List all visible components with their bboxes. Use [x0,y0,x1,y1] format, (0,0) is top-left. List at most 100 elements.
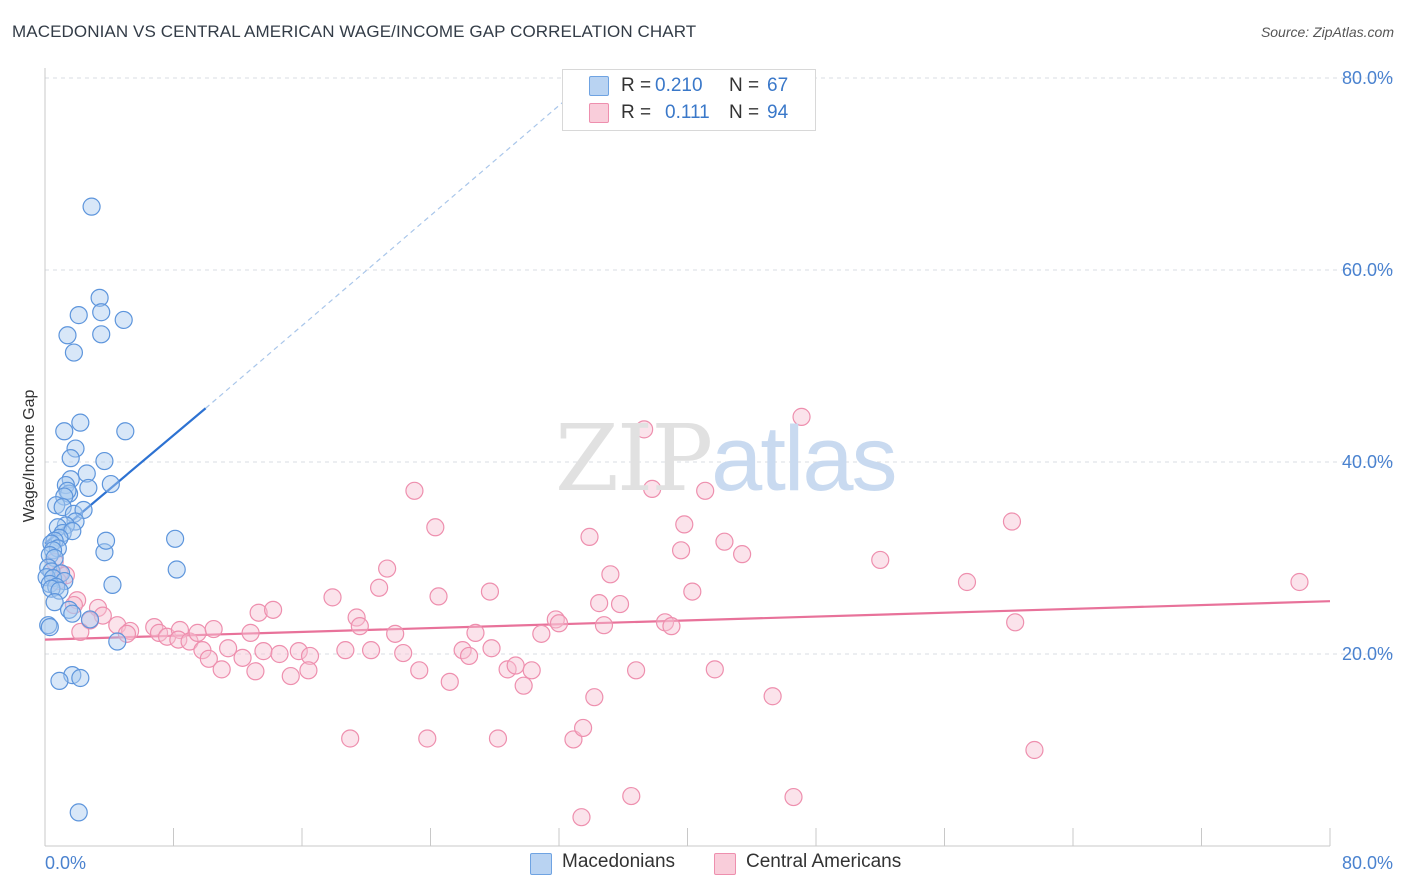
central-americans-point [733,545,752,564]
macedonians-point [167,560,186,579]
central-americans-point [169,630,188,649]
central-americans-trend-line [44,600,1331,641]
x-tick-label: 0.0% [45,853,86,873]
central-americans-point [871,550,890,570]
central-americans-point [662,617,681,636]
macedonians-point [101,474,120,494]
central-americans-point [549,614,569,633]
macedonians-point [58,326,77,345]
legend-n-label: N = [729,102,760,123]
macedonians-point [61,449,80,468]
central-americans-point [590,594,609,613]
legend-n-label: N = [729,75,760,96]
central-americans-point [792,407,811,426]
central-americans-point [506,656,525,675]
central-americans-point [233,648,252,667]
macedonians-point [55,422,74,441]
bottom-legend-macedonians: Macedonians [562,851,676,872]
central-americans-point [204,619,223,639]
macedonians-point [69,306,88,325]
y-tick-label: 40.0% [1342,452,1393,472]
central-americans-point [675,515,694,534]
macedonians-point [90,288,109,307]
legend-n-value: 67 [767,75,789,96]
macedonians-point [108,632,127,651]
gridlines [45,77,1395,655]
central-americans-point [705,660,724,679]
macedonians-trend-line [44,407,207,545]
source-credit: Source: ZipAtlas.com [1260,24,1394,40]
central-americans-point [1025,740,1044,760]
central-americans-point [610,594,630,614]
central-americans-point [957,572,977,592]
bottom-legend-central-americans: Central Americans [746,851,902,872]
central-americans-point [405,481,424,500]
macedonians-point [96,531,116,550]
macedonians-point [92,303,111,322]
central-americans-point [289,642,308,661]
central-americans-point [763,687,782,706]
central-americans-point [643,479,662,498]
macedonians-point [71,668,90,688]
bottom-legend-swatch-central-americans [714,853,736,875]
central-americans-point [635,420,654,439]
macedonians-point [95,451,114,471]
macedonians-points [37,197,186,822]
central-americans-point [336,641,355,660]
central-americans-point [323,588,342,607]
x-tick-label: 80.0% [1342,853,1393,873]
macedonians-point [77,464,96,483]
legend-r-value: 0.210 [655,75,703,96]
central-americans-point [671,541,691,560]
legend-r-value: 0.111 [665,102,710,123]
central-americans-point [514,676,533,695]
central-americans-point [482,639,501,658]
central-americans-point [199,649,218,668]
central-americans-point [626,661,646,680]
macedonians-point [71,413,90,432]
macedonians-point [114,310,133,330]
macedonians-point [50,581,69,600]
macedonians-point [45,593,64,612]
chart-title: MACEDONIAN VS CENTRAL AMERICAN WAGE/INCO… [12,22,697,41]
central-americans-point [426,518,445,537]
central-americans-point [145,618,164,637]
y-tick-label: 80.0% [1342,68,1393,88]
central-americans-point [219,639,238,658]
central-americans-point [573,718,593,738]
macedonians-point [63,604,82,623]
macedonians-point [64,343,84,362]
central-americans-point [299,661,318,680]
central-americans-point [466,623,485,642]
macedonians-point [45,548,64,568]
legend-r-label: R = [621,75,652,96]
central-americans-point [522,661,541,680]
macedonians-point [58,481,77,500]
macedonians-point [166,529,185,548]
central-americans-point [1006,613,1025,632]
y-tick-label: 20.0% [1342,644,1393,664]
central-americans-point [249,603,268,622]
watermark: ZIPatlas [555,405,898,512]
legend-swatch-macedonians [589,76,609,96]
central-americans-point [440,672,459,691]
macedonians-point [95,543,114,562]
central-americans-point [212,660,231,679]
central-americans-point [480,582,500,601]
central-americans-point [410,661,429,680]
central-americans-point [121,621,140,641]
central-americans-point [1002,512,1022,531]
y-tick-label: 60.0% [1342,260,1393,280]
central-americans-point [715,532,734,551]
stats-legend: R = 0.210 N = 67 R = 0.111 N = 94 [562,69,816,131]
macedonians-point [82,197,101,216]
macedonians-point [50,671,69,690]
central-americans-point [254,642,273,661]
tick-labels: 20.0% 40.0% 60.0% 80.0% 0.0% 80.0% [45,68,1393,873]
central-americans-point [580,527,599,546]
central-americans-point [378,559,397,578]
macedonians-point [40,618,59,637]
axes [44,68,1331,847]
legend-n-value: 94 [767,102,789,123]
central-americans-point [263,600,283,619]
